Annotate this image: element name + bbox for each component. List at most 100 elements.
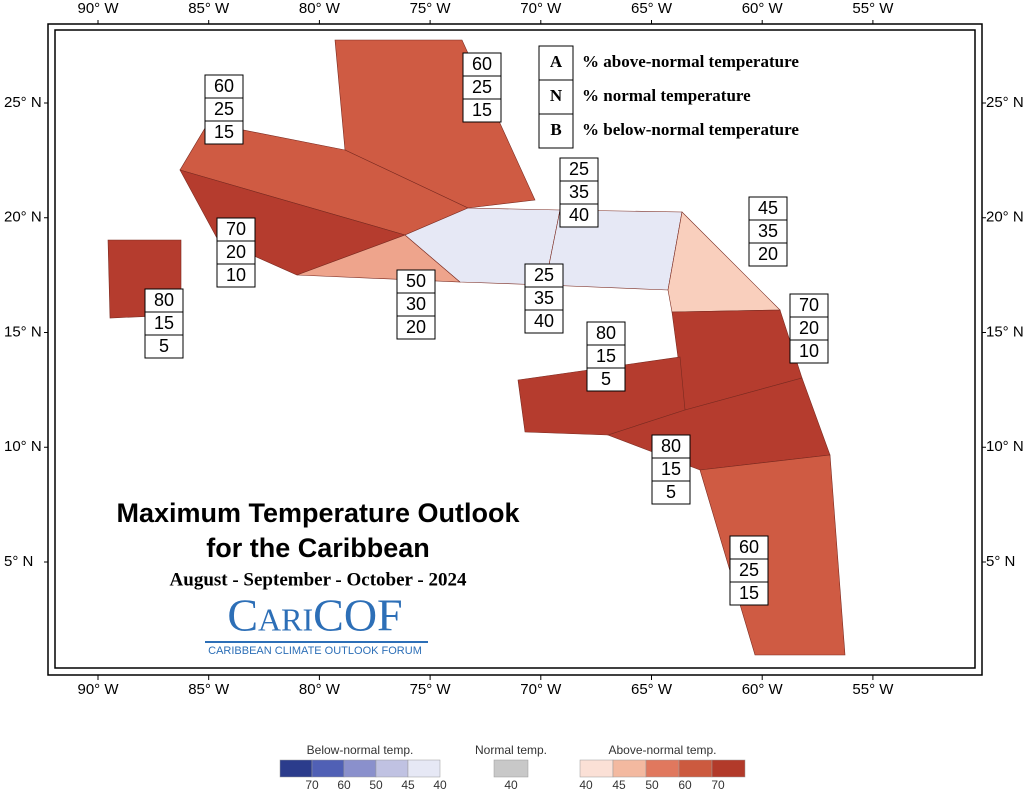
probability-below: 5 (666, 482, 676, 502)
lat-tick-label: 20° N (4, 209, 42, 226)
legend-title: Normal temp. (475, 743, 547, 757)
lon-tick-label: 70° W (520, 0, 562, 17)
key-box (538, 45, 574, 81)
legend-swatch (407, 759, 441, 778)
probability-normal: 25 (472, 77, 492, 97)
probability-below: 40 (534, 311, 554, 331)
probability-above: 45 (758, 198, 778, 218)
lat-tick-label: 10° N (986, 438, 1024, 455)
probability-below: 40 (569, 205, 589, 225)
lon-tick-label: 80° W (299, 0, 341, 17)
lat-tick-label: 25° N (986, 94, 1024, 111)
key-box (538, 79, 574, 115)
legend-swatch (711, 759, 746, 778)
key-letter: A (550, 52, 563, 71)
probability-box (651, 480, 691, 505)
probability-box (524, 309, 564, 334)
key-text: % below-normal temperature (582, 120, 799, 139)
probability-below: 20 (758, 244, 778, 264)
outlook-region (334, 39, 536, 209)
probability-above: 50 (406, 271, 426, 291)
probability-above: 25 (534, 265, 554, 285)
legend-label: 40 (579, 778, 593, 791)
legend-label: 70 (711, 778, 725, 791)
legend-label: 40 (504, 778, 518, 791)
probability-below: 5 (601, 369, 611, 389)
probability-above: 70 (799, 295, 819, 315)
lat-tick-label: 15° N (986, 323, 1024, 340)
legend-swatch (579, 759, 614, 778)
legend-label: 45 (401, 778, 415, 791)
probability-normal: 20 (799, 318, 819, 338)
probability-below: 15 (214, 122, 234, 142)
lon-tick-label: 55° W (852, 681, 894, 698)
regions (107, 39, 846, 656)
probability-above: 60 (472, 54, 492, 74)
probability-below: 15 (739, 583, 759, 603)
logo: CariCOF (227, 590, 402, 641)
probability-box (559, 203, 599, 228)
lon-tick-label: 90° W (77, 0, 119, 17)
probability-below: 10 (226, 265, 246, 285)
probability-below: 15 (472, 100, 492, 120)
legend-swatch (493, 759, 529, 778)
probability-box (462, 98, 502, 123)
probability-box (586, 367, 626, 392)
probability-below: 5 (159, 336, 169, 356)
legend-swatch (375, 759, 409, 778)
probability-normal: 35 (569, 182, 589, 202)
lat-tick-label: 5° N (4, 553, 33, 570)
probability-normal: 20 (226, 242, 246, 262)
legend-label: 60 (337, 778, 351, 791)
key-letter: N (550, 86, 563, 105)
legend-label: 50 (645, 778, 659, 791)
lon-tick-label: 65° W (631, 681, 673, 698)
probability-above: 60 (739, 537, 759, 557)
lon-tick-label: 85° W (188, 0, 230, 17)
probability-above: 25 (569, 159, 589, 179)
probability-box (396, 315, 436, 340)
legend-title: Below-normal temp. (307, 743, 414, 757)
probability-above: 80 (154, 290, 174, 310)
probability-above: 80 (661, 436, 681, 456)
legend-swatch (645, 759, 680, 778)
lat-tick-label: 20° N (986, 209, 1024, 226)
legend-swatch (678, 759, 713, 778)
key-text: % normal temperature (582, 86, 751, 105)
lat-tick-label: 10° N (4, 438, 42, 455)
probability-above: 70 (226, 219, 246, 239)
probability-below: 10 (799, 341, 819, 361)
probability-box (789, 339, 829, 364)
legend-label: 60 (678, 778, 692, 791)
lon-tick-label: 60° W (742, 0, 784, 17)
title-line-2: for the Caribbean (206, 533, 430, 563)
legend-swatch (311, 759, 345, 778)
legend-label: 40 (433, 778, 447, 791)
probability-box (748, 242, 788, 267)
lon-tick-label: 60° W (742, 681, 784, 698)
probability-below: 20 (406, 317, 426, 337)
legend-label: 50 (369, 778, 383, 791)
lon-tick-label: 80° W (299, 681, 341, 698)
probability-box (216, 263, 256, 288)
probability-box (144, 334, 184, 359)
probability-normal: 25 (739, 560, 759, 580)
logo-subtitle: CARIBBEAN CLIMATE OUTLOOK FORUM (208, 645, 422, 657)
probability-normal: 15 (661, 459, 681, 479)
key-text: % above-normal temperature (582, 52, 799, 71)
lat-tick-label: 15° N (4, 323, 42, 340)
probability-normal: 35 (534, 288, 554, 308)
probability-normal: 30 (406, 294, 426, 314)
probability-above: 80 (596, 323, 616, 343)
lon-tick-label: 65° W (631, 0, 673, 17)
lon-tick-label: 90° W (77, 681, 119, 698)
probability-normal: 15 (154, 313, 174, 333)
legend-swatch (279, 759, 313, 778)
lon-tick-label: 70° W (520, 681, 562, 698)
probability-above: 60 (214, 76, 234, 96)
probability-normal: 35 (758, 221, 778, 241)
title: Maximum Temperature Outlook (116, 498, 520, 528)
lon-tick-label: 55° W (852, 0, 894, 17)
legend-swatch (343, 759, 377, 778)
